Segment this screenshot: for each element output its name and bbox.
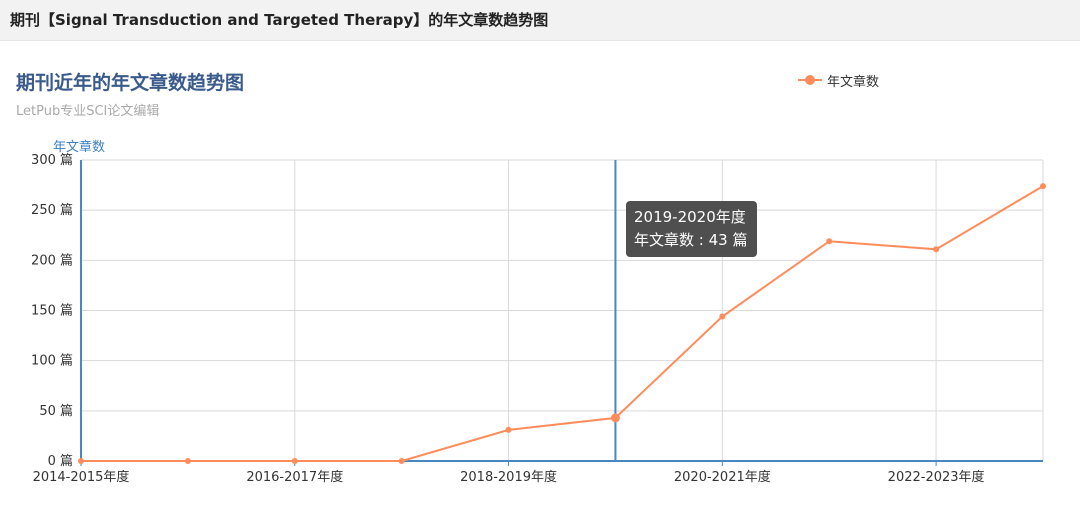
chart-legend[interactable]: 年文章数 [798,70,879,90]
data-point [719,313,726,320]
legend-dot-icon [805,75,815,85]
x-tick-label: 2018-2019年度 [460,469,557,485]
legend-line-icon [798,75,822,85]
data-point [398,458,405,464]
data-point [505,426,512,433]
y-tick-label: 50 篇 [39,404,73,419]
axes [80,160,1043,466]
data-point [826,238,833,245]
x-tick-label: 2016-2017年度 [246,469,343,485]
legend-label: 年文章数 [827,74,880,90]
page-header: 期刊【Signal Transduction and Targeted Ther… [0,0,1080,41]
data-point [184,458,191,464]
y-tick-label: 100 篇 [31,354,73,369]
y-tick-label: 0 篇 [48,454,73,469]
data-point [610,413,620,423]
y-tick-label: 300 篇 [31,153,73,168]
grid-lines [80,159,1044,461]
y-tick-label: 150 篇 [31,304,73,319]
chart-title: 期刊近年的年文章数趋势图 [16,72,245,94]
data-point [933,246,940,253]
y-axis-ticks: 0 篇 50 篇 100 篇 150 篇 200 篇 250 篇 300 篇 [31,153,73,469]
series-line-path [81,185,1044,462]
series-points [78,183,1046,464]
x-tick-label: 2014-2015年度 [33,469,130,485]
data-point [1040,183,1046,190]
page-title: 期刊【Signal Transduction and Targeted Ther… [10,11,549,29]
chart-subtitle: LetPub专业SCI论文编辑 [16,104,160,119]
data-point [291,458,298,464]
x-tick-label: 2020-2021年度 [674,469,771,485]
tooltip-title: 2019-2020年度 [634,208,746,226]
chart-tooltip: 2019-2020年度 年文章数 : 43 篇 [626,201,757,257]
tooltip-value: 年文章数 : 43 篇 [634,231,748,249]
x-axis-ticks: 2014-2015年度 2016-2017年度 2018-2019年度 2020-20… [33,469,985,485]
y-tick-label: 250 篇 [31,203,73,218]
x-tick-label: 2022-2023年度 [888,469,985,485]
data-point [78,458,84,464]
series-line [81,185,1044,462]
y-axis-label: 年文章数 [53,139,105,155]
y-tick-label: 200 篇 [31,253,73,268]
